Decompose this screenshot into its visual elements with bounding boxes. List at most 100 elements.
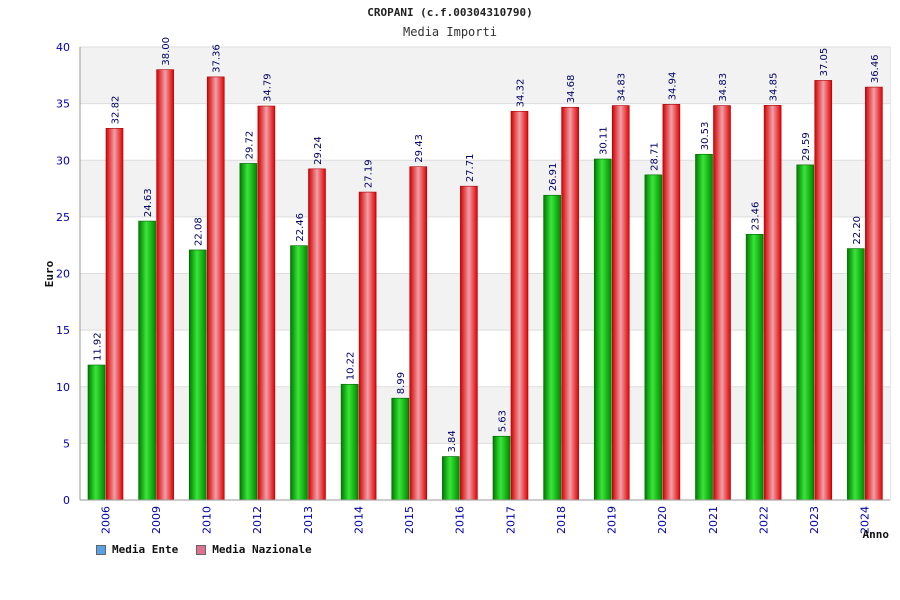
bar-media-ente [87, 364, 106, 501]
bar-media-nazionale [105, 128, 124, 501]
data-label: 29.59 [801, 132, 812, 161]
data-label: 34.32 [516, 79, 527, 108]
y-axis-label: Euro [43, 260, 56, 287]
data-label: 37.36 [212, 44, 223, 73]
x-tick-label: 2009 [150, 506, 163, 534]
data-label: 27.19 [364, 159, 375, 188]
bar-media-ente [391, 397, 410, 501]
legend-label-media-nazionale: Media Nazionale [212, 543, 312, 556]
bar-media-ente [796, 164, 815, 501]
chart-title: CROPANI (c.f.00304310790) [367, 6, 533, 19]
chart-subtitle: Media Importi [403, 25, 497, 39]
bar-media-ente [290, 245, 308, 501]
legend-swatch-media-ente [96, 544, 106, 555]
bar-media-nazionale [713, 105, 731, 501]
data-label: 5.63 [498, 410, 509, 432]
data-label: 34.68 [566, 75, 577, 104]
x-tick-label: 2010 [201, 506, 214, 534]
bar-media-ente [239, 163, 258, 501]
bar-media-ente [340, 383, 359, 501]
y-tick-label: 25 [56, 211, 70, 224]
legend-label-media-ente: Media Ente [112, 543, 179, 556]
data-label: 28.71 [649, 142, 660, 171]
data-label: 29.24 [313, 136, 324, 165]
legend: Media Ente Media Nazionale [96, 543, 312, 556]
x-tick-label: 2022 [757, 506, 770, 534]
data-label: 32.82 [111, 96, 122, 125]
bar-media-nazionale [308, 168, 326, 501]
x-tick-label: 2015 [403, 506, 416, 534]
y-tick-label: 0 [63, 494, 70, 507]
x-tick-label: 2012 [251, 506, 264, 534]
y-tick-label: 5 [63, 437, 70, 450]
data-label: 3.84 [447, 430, 458, 452]
x-tick-label: 2023 [808, 506, 821, 534]
x-tick-label: 2016 [454, 506, 467, 534]
bar-media-ente [442, 456, 460, 501]
bar-media-ente [745, 234, 764, 501]
y-tick-label: 30 [56, 154, 70, 167]
legend-item-media-ente: Media Ente [96, 543, 178, 556]
bar-media-nazionale [662, 104, 681, 501]
bar-media-nazionale [156, 69, 174, 501]
data-label: 30.11 [599, 126, 610, 155]
data-label: 27.71 [465, 154, 476, 183]
y-tick-label: 20 [56, 268, 70, 281]
x-axis-label: Anno [863, 528, 890, 541]
data-label: 34.79 [262, 73, 273, 102]
data-label: 34.94 [667, 72, 678, 101]
bar-media-nazionale [206, 76, 225, 501]
bar-media-ente [593, 158, 612, 501]
x-tick-label: 2006 [99, 506, 112, 534]
bar-media-nazionale [510, 111, 529, 501]
data-label: 22.20 [852, 216, 863, 245]
legend-swatch-media-nazionale [196, 544, 207, 555]
bar-media-ente [543, 194, 561, 501]
data-label: 11.92 [93, 332, 104, 361]
x-tick-label: 2024 [859, 506, 872, 534]
bar-media-ente [492, 435, 511, 501]
bar-media-nazionale [257, 105, 276, 501]
x-tick-label: 2019 [606, 506, 619, 534]
x-tick-label: 2017 [504, 506, 517, 534]
data-label: 26.91 [548, 163, 559, 192]
y-tick-label: 40 [56, 41, 70, 54]
bar-media-ente [847, 248, 865, 501]
data-label: 37.05 [819, 48, 830, 77]
bar-media-nazionale [561, 106, 579, 501]
bar-media-nazionale [358, 191, 377, 501]
data-label: 29.72 [244, 131, 255, 160]
data-label: 23.46 [751, 202, 762, 231]
data-label: 22.46 [295, 213, 306, 242]
y-tick-label: 15 [56, 324, 70, 337]
bar-media-nazionale [814, 80, 833, 501]
y-tick-label: 35 [56, 98, 70, 111]
y-tick-label: 10 [56, 381, 70, 394]
data-label: 38.00 [161, 37, 172, 66]
data-label: 29.43 [414, 134, 425, 163]
bar-media-nazionale [611, 105, 630, 501]
bar-media-ente [644, 174, 663, 501]
data-label: 10.22 [346, 352, 357, 381]
x-tick-label: 2014 [352, 506, 365, 534]
data-label: 30.53 [700, 122, 711, 151]
x-tick-label: 2013 [302, 506, 315, 534]
data-label: 34.83 [617, 73, 628, 102]
data-label: 36.46 [870, 54, 881, 83]
data-label: 34.83 [718, 73, 729, 102]
data-label: 22.08 [194, 217, 205, 246]
bar-media-ente [695, 153, 713, 501]
data-label: 34.85 [769, 73, 780, 102]
x-tick-label: 2020 [656, 506, 669, 534]
legend-item-media-nazionale: Media Nazionale [196, 543, 312, 556]
x-tick-label: 2018 [555, 506, 568, 534]
bar-media-nazionale [460, 185, 478, 501]
x-tick-label: 2021 [707, 506, 720, 534]
bar-media-nazionale [763, 105, 782, 501]
bar-media-nazionale [409, 166, 428, 501]
data-label: 24.63 [143, 188, 154, 217]
bar-media-ente [138, 220, 156, 501]
data-label: 8.99 [396, 372, 407, 394]
